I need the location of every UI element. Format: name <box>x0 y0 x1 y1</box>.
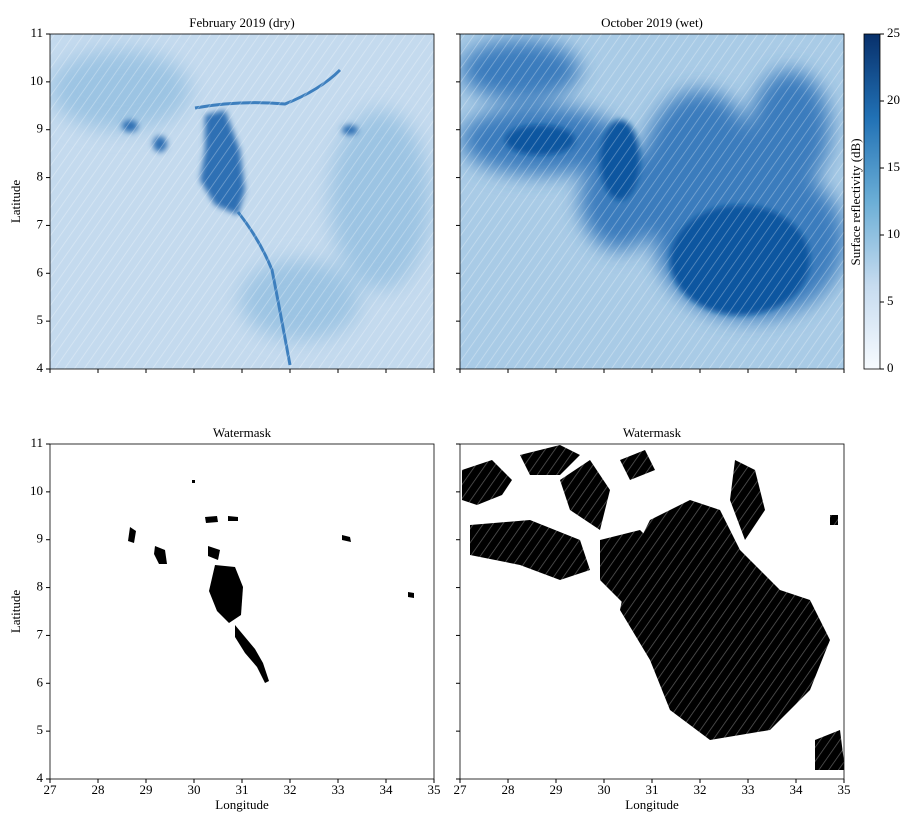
colorbar-tick-label: 5 <box>887 293 894 308</box>
y-tick-label: 5 <box>37 312 44 327</box>
x-axis-label: Longitude <box>625 797 679 812</box>
image-wet <box>460 34 844 369</box>
y-tick-label: 5 <box>37 722 44 737</box>
panel-title: Watermask <box>213 425 272 440</box>
x-tick-label: 28 <box>92 782 105 797</box>
x-tick-label: 34 <box>790 782 804 797</box>
colorbar-tick-label: 10 <box>887 226 900 241</box>
x-tick-label: 28 <box>502 782 515 797</box>
x-tick-label: 30 <box>188 782 201 797</box>
colorbar-tick-label: 0 <box>887 360 894 375</box>
x-tick-label: 33 <box>742 782 755 797</box>
x-tick-label: 27 <box>454 782 468 797</box>
image-watermask-wet <box>460 444 844 779</box>
y-tick-label: 8 <box>37 579 44 594</box>
y-tick-label: 11 <box>30 435 43 450</box>
x-tick-label: 32 <box>694 782 707 797</box>
y-tick-label: 7 <box>37 626 44 641</box>
x-axis-label: Longitude <box>215 797 269 812</box>
panel-title: October 2019 (wet) <box>601 15 703 30</box>
panel-title: Watermask <box>623 425 682 440</box>
x-tick-label: 31 <box>236 782 249 797</box>
y-tick-label: 8 <box>37 169 44 184</box>
y-tick-label: 7 <box>37 216 44 231</box>
y-tick-label: 10 <box>30 73 43 88</box>
colorbar-label: Surface reflectivity (dB) <box>848 138 863 265</box>
x-tick-label: 29 <box>550 782 563 797</box>
y-tick-label: 4 <box>37 770 44 785</box>
y-tick-label: 6 <box>37 264 44 279</box>
y-axis-label: Latitude <box>8 180 23 224</box>
y-tick-label: 9 <box>37 531 44 546</box>
y-tick-label: 10 <box>30 483 43 498</box>
x-tick-label: 33 <box>332 782 345 797</box>
x-tick-label: 35 <box>838 782 851 797</box>
panel-title: February 2019 (dry) <box>189 15 294 30</box>
y-tick-label: 11 <box>30 25 43 40</box>
x-tick-label: 32 <box>284 782 297 797</box>
colorbar-tick-label: 15 <box>887 159 900 174</box>
colorbar-tick-label: 20 <box>887 92 900 107</box>
y-tick-label: 4 <box>37 360 44 375</box>
x-tick-label: 31 <box>646 782 659 797</box>
y-tick-label: 9 <box>37 121 44 136</box>
x-tick-label: 30 <box>598 782 611 797</box>
y-tick-label: 6 <box>37 674 44 689</box>
x-tick-label: 29 <box>140 782 153 797</box>
y-axis-label: Latitude <box>8 590 23 634</box>
x-tick-label: 27 <box>44 782 58 797</box>
image-dry <box>50 34 434 369</box>
x-tick-label: 35 <box>428 782 441 797</box>
colorbar <box>863 33 881 370</box>
axes-frame <box>49 443 435 780</box>
colorbar-tick-label: 25 <box>887 25 900 40</box>
x-tick-label: 34 <box>380 782 394 797</box>
image-watermask-dry <box>128 480 414 683</box>
